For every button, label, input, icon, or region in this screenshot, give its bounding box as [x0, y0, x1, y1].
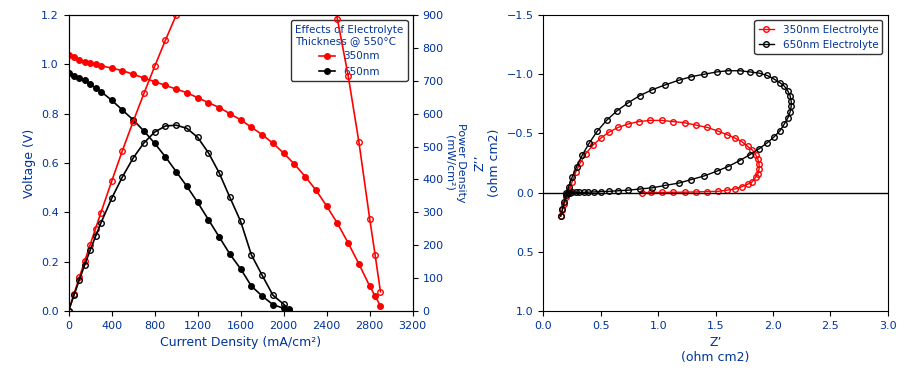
Y-axis label: Z’’
(ohm cm2): Z’’ (ohm cm2)	[473, 129, 501, 197]
Y-axis label: Voltage (V): Voltage (V)	[23, 128, 36, 197]
X-axis label: Z’
(ohm cm2): Z’ (ohm cm2)	[682, 336, 749, 364]
Legend: 350nm Electrolyte, 650nm Electrolyte: 350nm Electrolyte, 650nm Electrolyte	[755, 20, 882, 54]
Legend: 350nm, 650nm: 350nm, 650nm	[291, 20, 407, 81]
X-axis label: Current Density (mA/cm²): Current Density (mA/cm²)	[160, 336, 321, 349]
Y-axis label: Power Density
(mW/cm²): Power Density (mW/cm²)	[444, 123, 466, 203]
